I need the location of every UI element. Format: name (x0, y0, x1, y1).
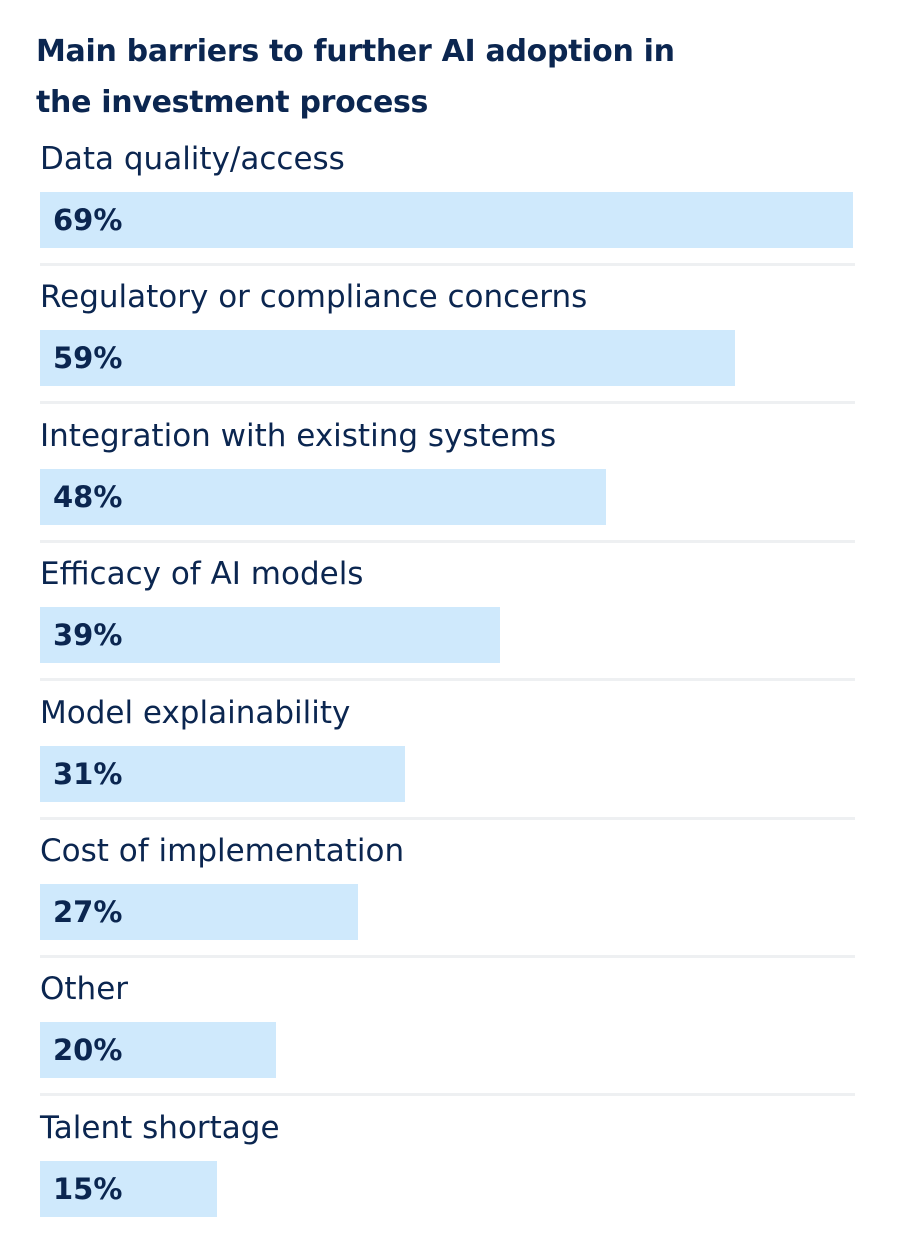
bar (40, 330, 735, 387)
row-divider (40, 401, 855, 405)
bar-row: Model explainability 31% (0, 693, 900, 831)
bar-row: Data quality/access 69% (0, 139, 900, 277)
data-label: 31% (53, 756, 123, 791)
row-divider (40, 955, 855, 958)
category-label: Integration with existing systems (40, 417, 557, 454)
category-label: Model explainability (40, 694, 351, 731)
row-divider (40, 816, 855, 820)
category-label: Regulatory or compliance concerns (40, 279, 588, 316)
bar (40, 884, 358, 940)
bar-row: Talent shortage 15% (0, 1108, 900, 1246)
data-label: 69% (53, 203, 123, 237)
data-label: 48% (53, 479, 123, 514)
row-divider (40, 1093, 855, 1097)
data-label: 27% (53, 895, 123, 929)
bar-row: Efficacy of AI models 39% (0, 554, 900, 692)
bar-row: Regulatory or compliance concerns 59% (0, 277, 900, 415)
row-divider (40, 678, 855, 682)
category-label: Efficacy of AI models (40, 556, 364, 593)
bar (40, 607, 500, 664)
bar (40, 1160, 217, 1217)
data-label: 39% (53, 618, 123, 653)
bar (40, 468, 606, 525)
bar-row: Cost of implementation 27% (0, 831, 900, 969)
bar-row: Other 20% (0, 969, 900, 1107)
category-label: Other (40, 971, 129, 1008)
row-divider (40, 539, 855, 543)
bar (40, 1022, 276, 1079)
data-label: 15% (53, 1171, 123, 1206)
bar-row: Integration with existing systems 48% (0, 416, 900, 554)
data-label: 20% (53, 1033, 123, 1068)
bar (40, 192, 853, 248)
bar (40, 745, 405, 802)
category-label: Data quality/access (40, 141, 345, 177)
category-label: Cost of implementation (40, 833, 405, 869)
row-divider (40, 263, 855, 266)
chart-title: Main barriers to further AI adoption in … (36, 34, 675, 120)
data-label: 59% (53, 341, 123, 376)
category-label: Talent shortage (40, 1109, 280, 1146)
